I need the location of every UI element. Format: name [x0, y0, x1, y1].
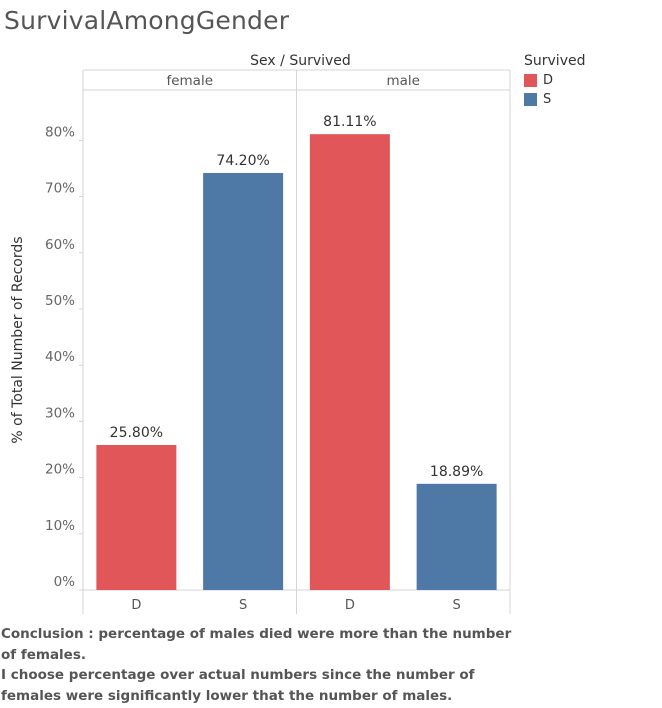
bar-male-D	[309, 134, 390, 590]
data-label-female-S: 74.20%	[216, 153, 269, 169]
y-tick-label: 80%	[45, 124, 75, 140]
legend-label-s: S	[543, 92, 552, 107]
legend: Survived D S	[524, 53, 585, 109]
y-tick-label: 60%	[45, 237, 75, 253]
y-tick-label: 0%	[54, 574, 76, 590]
caption-conclusion: Conclusion : percentage of males died we…	[1, 626, 512, 663]
bar-female-S	[203, 172, 284, 590]
y-tick-label: 50%	[45, 293, 75, 309]
data-label-female-D: 25.80%	[110, 425, 163, 441]
x-tick-label-male-D: D	[345, 598, 355, 613]
y-tick-label: 10%	[45, 518, 75, 534]
legend-title: Survived	[524, 53, 586, 69]
x-tick-label-male-S: S	[452, 598, 460, 613]
y-tick-label: 20%	[45, 462, 75, 478]
bar-male-S	[416, 483, 497, 590]
panel-label-male: male	[387, 73, 420, 89]
panel-label-female: female	[166, 73, 213, 89]
legend-label-d: D	[543, 73, 554, 88]
legend-item-d[interactable]: D	[524, 71, 585, 90]
caption: Conclusion : percentage of males died we…	[1, 624, 521, 706]
legend-swatch-d	[524, 74, 537, 87]
bar-female-D	[96, 445, 177, 590]
caption-explanation: I choose percentage over actual numbers …	[1, 667, 475, 704]
x-tick-label-female-S: S	[239, 598, 247, 613]
x-tick-label-female-D: D	[131, 598, 141, 613]
column-header: Sex / Survived	[250, 53, 351, 69]
y-axis-label: % of Total Number of Records	[10, 236, 26, 443]
data-label-male-D: 81.11%	[323, 114, 376, 130]
data-label-male-S: 18.89%	[430, 464, 483, 480]
y-tick-label: 70%	[45, 181, 75, 197]
y-tick-label: 40%	[45, 349, 75, 365]
chart-title: SurvivalAmongGender	[4, 6, 290, 35]
legend-item-s[interactable]: S	[524, 90, 585, 109]
legend-swatch-s	[524, 93, 537, 106]
y-tick-label: 30%	[45, 405, 75, 421]
